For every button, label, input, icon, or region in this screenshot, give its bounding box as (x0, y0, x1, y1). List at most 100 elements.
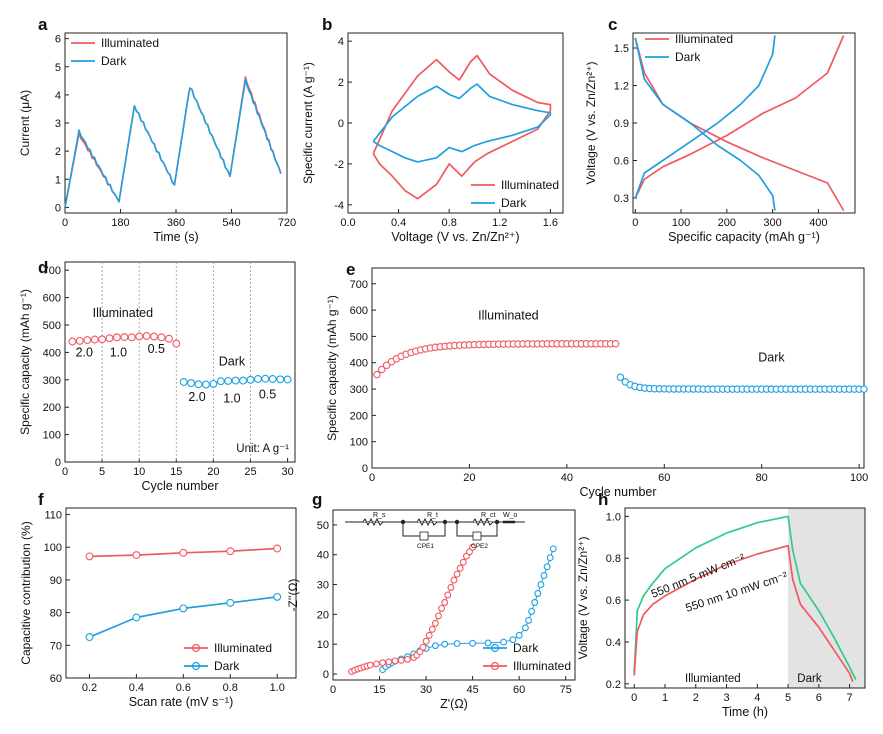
legend-marker (191, 643, 201, 653)
circuit-label: W_o (503, 512, 518, 519)
legend-entry: Dark (214, 659, 240, 673)
y-tick-label: 400 (350, 358, 368, 370)
legend-entry: Illuminated (214, 641, 272, 655)
data-point (416, 648, 424, 656)
panel-g: g 0 15 30 45 60 75 0 10 20 30 40 50 Z'(Ω) -Z''(Ω) Dark I… (286, 490, 576, 711)
data-point (373, 370, 381, 379)
y-axis-label: Current (μA) (18, 90, 32, 156)
x-tick-label: 20 (463, 472, 475, 484)
data-point (120, 333, 129, 342)
panel-letter: h (598, 490, 608, 509)
x-tick-label: 400 (809, 217, 827, 229)
data-point (187, 379, 196, 388)
data-point (226, 547, 235, 556)
series-line (634, 35, 845, 199)
data-point (431, 642, 439, 650)
data-point (98, 335, 107, 344)
legend-entry: Illuminated (513, 659, 571, 673)
panel-h: h 0 1 2 3 4 5 6 7 0.2 0.4 0.6 0.8 1.0 Time (h) Voltage … (576, 490, 866, 719)
data-point (202, 380, 210, 389)
panel-letter: f (38, 490, 44, 509)
x-tick-label: 0.8 (442, 217, 457, 229)
legend-entry: Illuminated (675, 32, 733, 46)
series-line (634, 35, 776, 199)
data-point (397, 656, 405, 664)
y-tick-label: -4 (334, 200, 344, 212)
y-tick-label: 1.0 (606, 511, 621, 523)
data-point (132, 613, 141, 622)
x-tick-label: 0.0 (340, 217, 355, 229)
data-point (534, 590, 542, 597)
x-tick-label: 3 (723, 692, 729, 704)
group-label: 1.0 (223, 391, 240, 405)
x-tick-label: 1.2 (492, 217, 507, 229)
region-label: Dark (797, 673, 822, 685)
y-tick-label: 200 (43, 402, 61, 414)
y-tick-label: 1.5 (614, 43, 629, 55)
data-point (179, 548, 188, 557)
data-point (239, 376, 248, 385)
x-tick-label: 0 (62, 466, 68, 478)
data-point (447, 584, 455, 591)
data-point (276, 375, 285, 384)
x-tick-label: 360 (167, 217, 185, 229)
data-point (157, 333, 166, 342)
x-tick-label: 0 (330, 684, 336, 696)
data-point (453, 640, 461, 648)
x-tick-label: 0 (632, 217, 638, 229)
y-tick-label: 0.2 (606, 679, 621, 691)
data-point (253, 375, 262, 383)
x-axis-label: Time (h) (722, 705, 768, 719)
series-line (633, 515, 857, 680)
data-point (273, 544, 282, 553)
x-tick-label: 7 (847, 692, 853, 704)
y-tick-label: 1 (55, 174, 61, 186)
data-point (616, 373, 625, 381)
y-tick-label: 30 (317, 580, 329, 592)
x-tick-label: 0.4 (129, 682, 144, 694)
data-point (268, 375, 277, 383)
y-tick-label: 700 (43, 265, 61, 277)
x-tick-label: 45 (466, 684, 478, 696)
dark-region (788, 508, 865, 688)
x-tick-label: 2 (693, 692, 699, 704)
panel-e: e 0 20 40 60 80 100 0 100 200 300 400 500 600 700 Cycle… (325, 260, 868, 499)
x-tick-label: 25 (244, 466, 256, 478)
x-tick-label: 15 (170, 466, 182, 478)
data-point (150, 332, 158, 341)
data-point (611, 340, 620, 348)
resistor-symbol (416, 517, 438, 527)
x-tick-label: 40 (561, 472, 573, 484)
legend-marker (490, 661, 500, 671)
x-tick-label: 30 (420, 684, 432, 696)
x-tick-label: 0.4 (391, 217, 406, 229)
y-axis-label: Voltage (V vs. Zn/Zn²⁺) (576, 536, 590, 659)
x-tick-label: 5 (99, 466, 105, 478)
data-point (419, 643, 427, 651)
y-axis-label: Capacitive contribution (%) (19, 521, 33, 664)
plot-frame (624, 507, 866, 689)
y-tick-label: 60 (50, 673, 62, 685)
x-tick-label: 0.2 (82, 682, 97, 694)
group-label: 1.0 (110, 346, 127, 360)
x-tick-label: 720 (278, 217, 296, 229)
series-line (633, 544, 854, 682)
data-point (543, 563, 551, 571)
x-axis-label: Scan rate (mV s⁻¹) (129, 695, 234, 709)
y-tick-label: 0.9 (614, 118, 629, 130)
y-tick-label: 4 (338, 36, 344, 48)
data-point (391, 657, 399, 665)
legend-entry: Dark (675, 50, 701, 64)
data-point (540, 572, 548, 580)
data-point (273, 592, 282, 601)
resistor-symbol (472, 517, 494, 527)
circuit-label: R_t (427, 512, 438, 519)
data-point (68, 337, 77, 346)
data-point (85, 633, 94, 642)
x-tick-label: 0 (369, 472, 375, 484)
cpe-symbol (472, 531, 482, 541)
data-point (404, 655, 411, 663)
x-tick-label: 5 (785, 692, 791, 704)
x-axis-label: Specific capacity (mAh g⁻¹) (668, 230, 820, 244)
data-point (515, 631, 523, 639)
